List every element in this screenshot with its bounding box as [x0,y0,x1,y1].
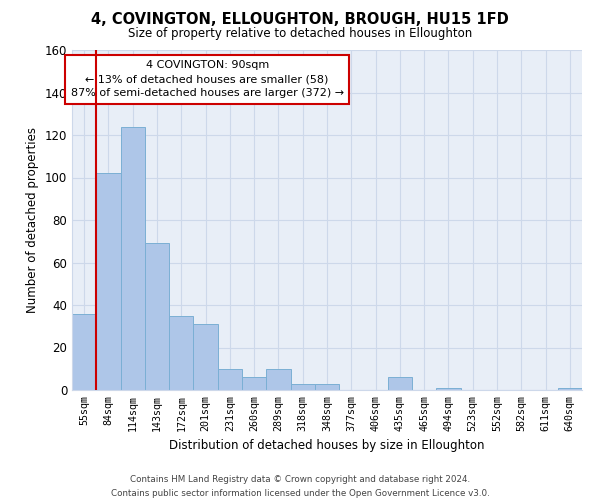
Bar [558,388,582,390]
Bar [218,369,242,390]
Bar [242,378,266,390]
Bar [96,174,121,390]
Text: 4, COVINGTON, ELLOUGHTON, BROUGH, HU15 1FD: 4, COVINGTON, ELLOUGHTON, BROUGH, HU15 1… [91,12,509,28]
Y-axis label: Number of detached properties: Number of detached properties [26,127,39,313]
Bar [315,384,339,390]
Text: Size of property relative to detached houses in Elloughton: Size of property relative to detached ho… [128,28,472,40]
Bar [145,244,169,390]
Bar [266,369,290,390]
Bar [72,314,96,390]
Bar [290,384,315,390]
Bar [169,316,193,390]
Bar [388,378,412,390]
Bar [436,388,461,390]
X-axis label: Distribution of detached houses by size in Elloughton: Distribution of detached houses by size … [169,439,485,452]
Bar [121,126,145,390]
Text: Contains HM Land Registry data © Crown copyright and database right 2024.
Contai: Contains HM Land Registry data © Crown c… [110,476,490,498]
Bar [193,324,218,390]
Text: 4 COVINGTON: 90sqm
← 13% of detached houses are smaller (58)
87% of semi-detache: 4 COVINGTON: 90sqm ← 13% of detached hou… [71,60,344,98]
